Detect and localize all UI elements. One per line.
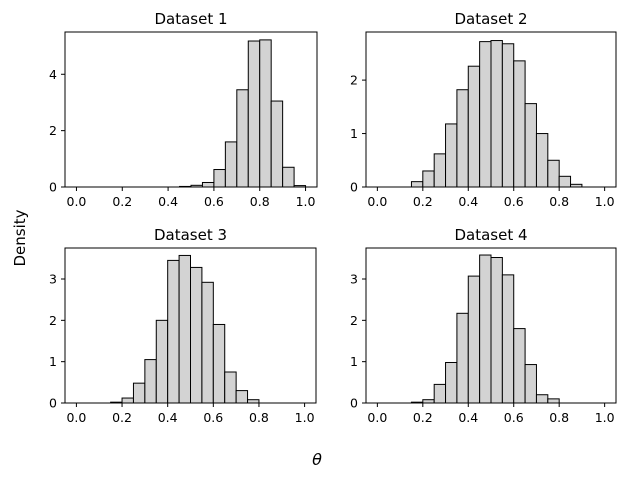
y-tick-label: 3 — [49, 272, 57, 287]
x-tick-label: 0.2 — [112, 194, 132, 209]
x-tick-label: 1.0 — [595, 410, 615, 425]
histogram-bar — [212, 323, 226, 404]
y-tick-label: 0 — [350, 396, 358, 411]
histogram-bar — [524, 364, 537, 404]
histogram-bar — [490, 257, 503, 404]
histogram-bar — [201, 181, 215, 188]
x-tick-label: 0.6 — [204, 194, 224, 209]
y-tick-label: 0 — [49, 180, 57, 195]
histogram-bar — [144, 359, 157, 404]
histogram-bar — [467, 275, 481, 404]
histogram-bar — [235, 390, 249, 404]
histogram-bar — [501, 274, 515, 404]
panel-3: Dataset 3 0.0 0.2 0.4 0.6 0.8 1.0 0 1 2 3 — [49, 226, 317, 425]
histogram-bar — [270, 100, 284, 188]
y-tick-label: 1 — [350, 354, 358, 369]
histogram-bar — [445, 123, 458, 188]
x-tick-label: 0.0 — [367, 410, 387, 425]
y-tick-label: 0 — [350, 180, 358, 195]
x-tick-label: 0.6 — [504, 194, 524, 209]
y-tick-label: 1 — [49, 354, 57, 369]
axes-frame — [365, 247, 617, 404]
histogram-bar — [178, 254, 192, 404]
x-tick-label: 0.2 — [413, 194, 433, 209]
histogram-bar — [167, 259, 180, 404]
histogram-bar — [513, 60, 526, 188]
histogram-bar — [479, 41, 492, 188]
histogram-bar — [201, 281, 214, 404]
histogram-bar — [224, 141, 238, 188]
histogram-bar — [547, 398, 560, 404]
x-tick-label: 0.2 — [413, 410, 433, 425]
y-tick-label: 2 — [49, 123, 57, 138]
y-tick-label: 4 — [49, 67, 57, 82]
histogram-bar — [282, 166, 295, 188]
panel-1: Dataset 1 0.0 0.2 0.4 0.6 0.8 1.0 0 2 4 — [49, 10, 318, 209]
histogram-bar — [501, 43, 515, 188]
histogram-bar — [236, 89, 249, 188]
histogram-bar — [224, 371, 237, 404]
x-tick-label: 0.6 — [504, 410, 524, 425]
panel-title: Dataset 2 — [454, 10, 527, 28]
axes-frame — [64, 247, 317, 404]
y-tick-label: 2 — [49, 313, 57, 328]
histogram-bar — [513, 328, 526, 404]
x-tick-label: 0.4 — [458, 410, 478, 425]
x-tick-label: 1.0 — [295, 410, 315, 425]
y-tick-label: 2 — [350, 313, 358, 328]
x-tick-label: 0.4 — [458, 194, 478, 209]
histogram-bar — [410, 181, 424, 188]
histogram-bar — [547, 159, 560, 188]
panel-title: Dataset 4 — [454, 226, 527, 244]
panel-title: Dataset 3 — [154, 226, 227, 244]
x-tick-label: 0.0 — [367, 194, 387, 209]
histogram-bar — [190, 266, 203, 404]
axes-frame — [64, 31, 318, 188]
y-tick-label: 2 — [350, 73, 358, 88]
axes-frame — [365, 31, 617, 188]
x-tick-label: 0.0 — [66, 410, 86, 425]
histogram-bar — [490, 40, 503, 188]
x-tick-label: 0.8 — [249, 410, 269, 425]
panel-4: Dataset 4 0.0 0.2 0.4 0.6 0.8 1.0 0 1 2 3 — [350, 226, 617, 425]
histogram-bar — [479, 254, 492, 404]
histogram-bar — [155, 319, 169, 404]
histogram-bar — [121, 397, 134, 404]
histogram-bar — [247, 40, 261, 188]
histogram-bar — [422, 170, 435, 188]
x-tick-label: 1.0 — [296, 194, 316, 209]
histogram-bar — [524, 103, 537, 188]
x-tick-label: 0.6 — [203, 410, 223, 425]
histogram-bar — [456, 312, 469, 404]
x-tick-label: 0.8 — [549, 194, 569, 209]
histogram-bar — [535, 133, 549, 188]
x-tick-label: 0.4 — [158, 410, 178, 425]
y-tick-label: 3 — [350, 272, 358, 287]
y-tick-label: 0 — [49, 396, 57, 411]
histogram-bar — [213, 169, 226, 188]
figure-xlabel: θ — [312, 450, 322, 469]
figure-ylabel: Density — [11, 209, 29, 266]
histogram-bar — [558, 175, 572, 188]
panel-2: Dataset 2 0.0 0.2 0.4 0.6 0.8 1.0 0 1 2 — [350, 10, 617, 209]
histogram-bar — [467, 65, 481, 188]
x-tick-label: 0.2 — [112, 410, 132, 425]
panels: Dataset 1 0.0 0.2 0.4 0.6 0.8 1.0 0 2 4 Dataset 2 0… — [49, 10, 617, 425]
x-tick-label: 0.8 — [250, 194, 270, 209]
histogram-bar — [433, 153, 447, 188]
histogram-bar — [445, 361, 458, 404]
x-tick-label: 0.0 — [67, 194, 87, 209]
x-tick-label: 0.4 — [158, 194, 178, 209]
histogram-bar — [535, 394, 549, 404]
x-tick-label: 1.0 — [595, 194, 615, 209]
x-tick-label: 0.8 — [549, 410, 569, 425]
histogram-bar — [132, 382, 146, 404]
panel-title: Dataset 1 — [154, 10, 227, 28]
histogram-bar — [433, 383, 447, 404]
histogram-bar — [456, 89, 469, 188]
y-tick-label: 1 — [350, 126, 358, 141]
histogram-bar — [259, 39, 272, 188]
